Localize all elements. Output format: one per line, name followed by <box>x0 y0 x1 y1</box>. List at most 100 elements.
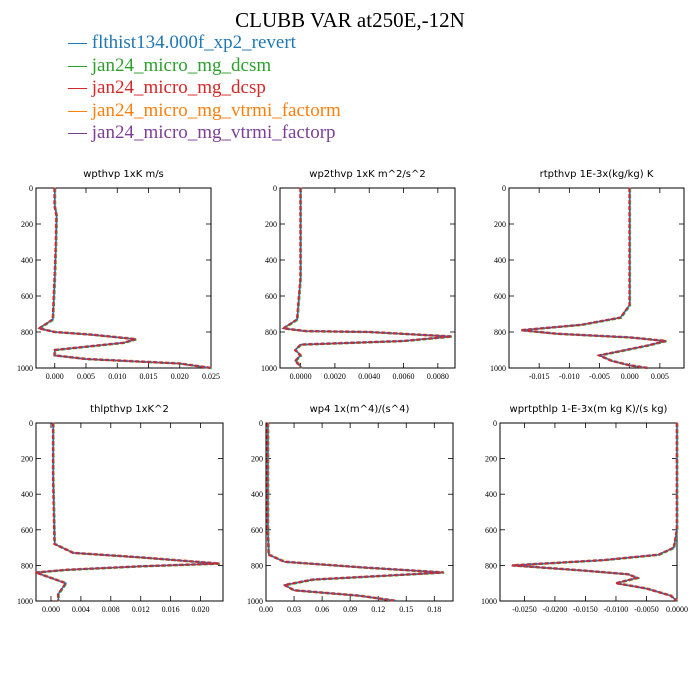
x-tick-label: 0.15 <box>399 605 413 614</box>
y-tick-label: 200 <box>494 220 506 229</box>
plot-frame <box>265 422 454 602</box>
x-tick-label: -0.005 <box>589 372 610 381</box>
y-tick-label: 400 <box>265 256 277 265</box>
plot-frame <box>508 187 685 369</box>
legend-label: jan24_micro_mg_vtrmi_factorp <box>91 122 336 143</box>
x-tick-label: -0.0250 <box>512 605 537 614</box>
series-line <box>521 188 667 369</box>
y-tick-label: 200 <box>265 220 277 229</box>
series-line <box>281 187 453 368</box>
y-tick-label: 400 <box>251 490 263 499</box>
x-tick-label: 0.020 <box>171 372 189 381</box>
x-tick-label: -0.0150 <box>573 605 598 614</box>
series-line <box>280 187 452 368</box>
series-line <box>511 422 678 602</box>
x-tick-label: 0.0040 <box>358 372 380 381</box>
legend-item: — flthist134.000f_xp2_revert <box>68 32 341 55</box>
series-line <box>521 188 667 370</box>
series-line <box>512 422 679 601</box>
y-tick-label: 0 <box>502 184 506 193</box>
y-tick-label: 800 <box>21 561 33 570</box>
series-line <box>512 423 679 603</box>
panel-title: wpthvp 1xK m/s <box>83 169 164 180</box>
legend-marker: — <box>68 54 87 76</box>
series-line <box>37 187 212 369</box>
panel-title: wprtpthlp 1-E-3x(m kg K)/(s kg) <box>510 404 668 415</box>
legend-label: jan24_micro_mg_dcsp <box>91 77 266 98</box>
y-tick-label: 1000 <box>247 597 263 606</box>
x-tick-label: 0.0000 <box>290 372 312 381</box>
plot-frame <box>35 187 212 369</box>
x-tick-label: -0.015 <box>529 372 550 381</box>
x-tick-label: 0.0000 <box>666 605 688 614</box>
y-tick-label: 0 <box>493 419 497 428</box>
y-tick-label: 400 <box>21 490 33 499</box>
x-tick-label: 0.0060 <box>393 372 415 381</box>
y-tick-label: 200 <box>21 220 33 229</box>
legend-item: — jan24_micro_mg_vtrmi_factorm <box>68 100 341 123</box>
x-tick-label: -0.0050 <box>634 605 659 614</box>
y-tick-label: 400 <box>485 490 497 499</box>
page-title: CLUBB VAR at250E,-12N <box>235 8 465 32</box>
x-tick-label: 0.06 <box>315 605 329 614</box>
y-tick-label: 800 <box>494 328 506 337</box>
legend-marker: — <box>68 122 87 143</box>
x-tick-label: 0.025 <box>202 372 220 381</box>
y-tick-label: 600 <box>494 292 506 301</box>
x-tick-label: 0.000 <box>621 372 639 381</box>
x-tick-label: 0.004 <box>72 605 90 614</box>
x-tick-label: 0.0080 <box>427 372 449 381</box>
series-line <box>36 422 220 601</box>
legend-marker: — <box>68 32 87 53</box>
x-tick-label: 0.010 <box>108 372 126 381</box>
y-tick-label: 0 <box>259 419 263 428</box>
y-tick-label: 800 <box>251 561 263 570</box>
series-line <box>267 422 445 602</box>
x-tick-label: 0.012 <box>132 605 150 614</box>
panel-title: thlpthvp 1xK^2 <box>90 404 169 415</box>
x-tick-label: 0.015 <box>140 372 158 381</box>
series-line <box>35 422 220 601</box>
y-tick-label: 200 <box>485 455 497 464</box>
series-line <box>267 423 444 602</box>
plot-frame <box>499 422 678 602</box>
x-tick-label: 0.00 <box>259 605 273 614</box>
x-tick-label: -0.010 <box>559 372 580 381</box>
y-tick-label: 800 <box>485 561 497 570</box>
x-tick-label: 0.005 <box>651 372 669 381</box>
panel: rtpthvp 1E-3x(kg/kg) K 0 200 400 600 800 1000 -… <box>490 169 685 381</box>
series-line <box>36 188 211 370</box>
series-line <box>511 423 678 602</box>
legend: — flthist134.000f_xp2_revert — jan24_mic… <box>68 32 341 145</box>
series-line <box>520 187 666 369</box>
legend-label: flthist134.000f_xp2_revert <box>91 32 296 53</box>
y-tick-label: 400 <box>21 256 33 265</box>
x-tick-label: 0.12 <box>371 605 385 614</box>
x-tick-label: -0.0200 <box>543 605 568 614</box>
legend-marker: — <box>68 77 87 98</box>
y-tick-label: 1000 <box>17 364 33 373</box>
series-line <box>267 423 445 603</box>
x-tick-label: 0.016 <box>162 605 180 614</box>
y-tick-label: 600 <box>265 292 277 301</box>
y-tick-label: 1000 <box>261 364 277 373</box>
series-line <box>266 422 444 602</box>
plot-frame <box>35 422 224 602</box>
x-tick-label: 0.020 <box>192 605 210 614</box>
panel: thlpthvp 1xK^2 0 200 400 600 800 1000 0.000 0.00… <box>17 404 224 614</box>
y-tick-label: 200 <box>21 455 33 464</box>
y-tick-label: 0 <box>29 184 33 193</box>
x-tick-label: -0.0100 <box>604 605 629 614</box>
x-tick-label: 0.18 <box>427 605 441 614</box>
legend-item: — jan24_micro_mg_dcsm <box>68 55 341 78</box>
x-tick-label: 0.0020 <box>324 372 346 381</box>
x-tick-label: 0.03 <box>287 605 301 614</box>
y-tick-label: 600 <box>485 526 497 535</box>
panel: wprtpthlp 1-E-3x(m kg K)/(s kg) 0 200 400 60… <box>481 404 688 614</box>
panel-title: wp4 1x(m^4)/(s^4) <box>310 404 410 415</box>
x-tick-label: 0.000 <box>46 372 64 381</box>
series-line <box>520 188 666 370</box>
plot-frame <box>279 187 456 369</box>
